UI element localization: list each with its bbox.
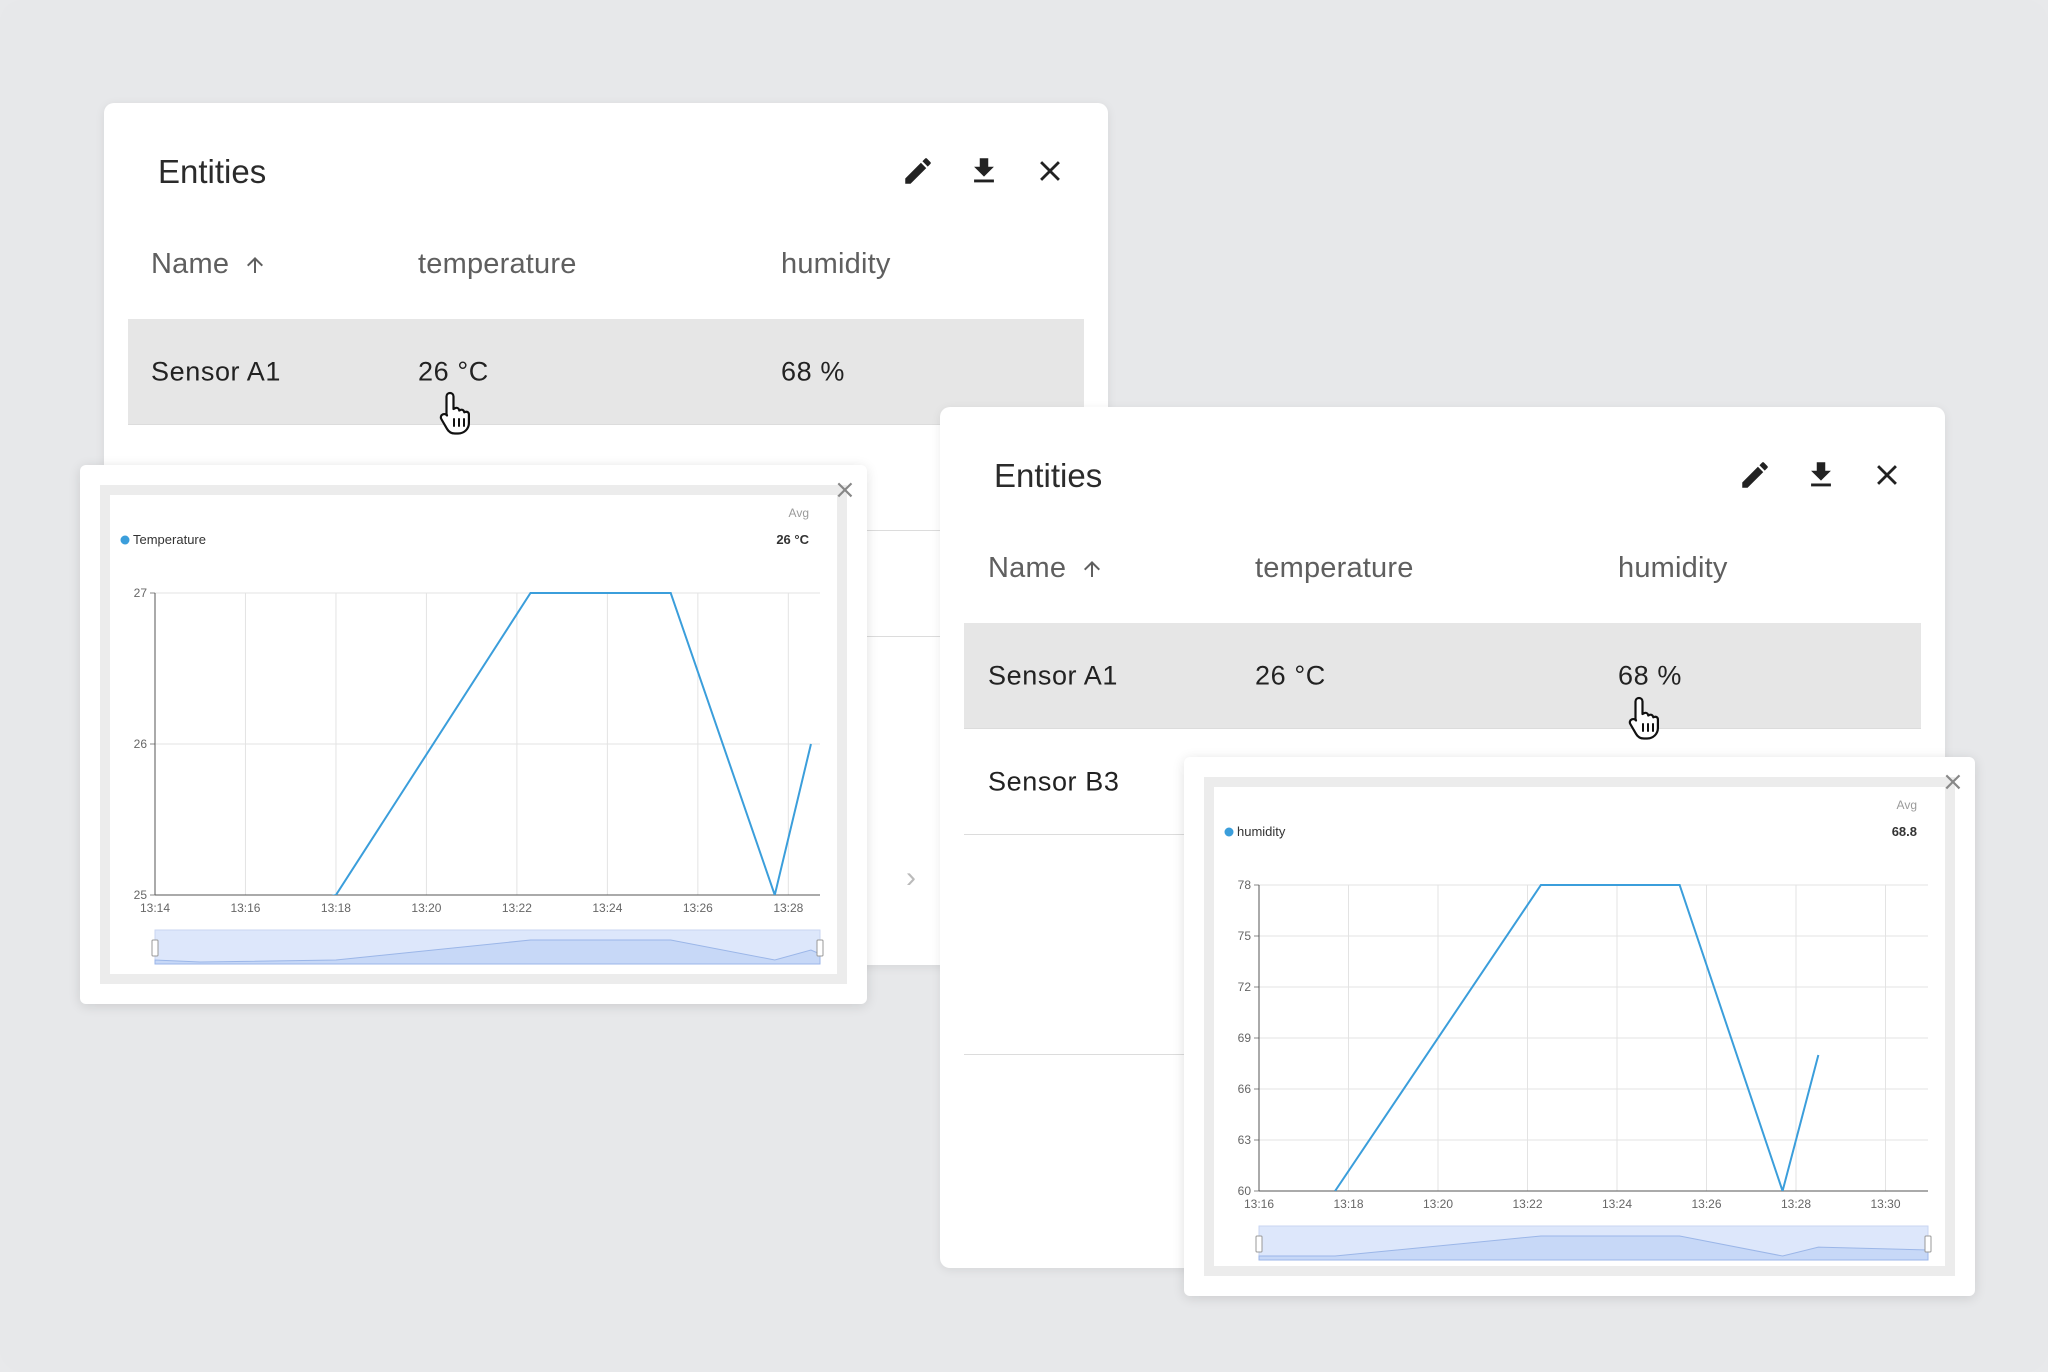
- column-header-humidity[interactable]: humidity: [781, 248, 891, 280]
- legend-label: Temperature: [133, 532, 206, 547]
- popup-close-icon[interactable]: ×: [1942, 767, 1964, 797]
- x-tick-label: 13:18: [1333, 1197, 1363, 1211]
- legend-label: humidity: [1237, 824, 1286, 839]
- x-tick-label: 13:22: [1512, 1197, 1542, 1211]
- close-icon[interactable]: [1032, 153, 1068, 189]
- column-header-name[interactable]: Name: [151, 248, 267, 281]
- cell-humidity[interactable]: 68 %: [1618, 660, 1682, 690]
- navigator-handle-left: [151, 939, 159, 957]
- legend-dot: [120, 535, 130, 545]
- legend-value: 68.8: [1892, 824, 1917, 839]
- navigator-handle-right: [1924, 1235, 1932, 1253]
- x-tick-label: 13:26: [683, 901, 713, 915]
- edit-icon[interactable]: [1737, 457, 1773, 493]
- series-line-humidity: [1334, 884, 1820, 1191]
- humidity-chart-popup: humidity Avg 68.8 60 63 66 69 72 75 78 13:16 13:18 1…: [1184, 757, 1975, 1296]
- navigator-handle-right: [816, 939, 824, 957]
- x-tick-label: 13:28: [773, 901, 803, 915]
- card-title: Entities: [994, 457, 1103, 494]
- x-tick-label: 13:26: [1691, 1197, 1721, 1211]
- column-name-label: Name: [988, 552, 1067, 584]
- close-icon[interactable]: [1869, 457, 1905, 493]
- cell-temperature[interactable]: 26 °C: [1255, 660, 1326, 690]
- column-header-name[interactable]: Name: [988, 552, 1104, 585]
- popup-arrow: [1567, 743, 1593, 757]
- y-tick-label: 63: [1238, 1133, 1252, 1147]
- navigator-series: [1258, 1235, 1929, 1261]
- cell-name: Sensor A1: [988, 660, 1118, 690]
- chart-frame: Temperature Avg 26 °C 25 26 27 13:14 13:16 13:18…: [100, 485, 847, 984]
- x-tick-label: 13:30: [1870, 1197, 1900, 1211]
- x-tick-label: 13:24: [1602, 1197, 1632, 1211]
- x-tick-label: 13:18: [321, 901, 351, 915]
- card-title: Entities: [158, 153, 267, 190]
- cell-temperature[interactable]: 26 °C: [418, 356, 489, 386]
- table-row[interactable]: Sensor A1 26 °C 68 %: [128, 319, 1084, 425]
- y-tick-label: 78: [1238, 878, 1252, 892]
- y-tick-label: 26: [134, 737, 148, 751]
- navigator-handle-left: [1255, 1235, 1263, 1253]
- temperature-chart-popup: Temperature Avg 26 °C 25 26 27 13:14 13:16 13:18…: [80, 465, 867, 1004]
- avg-label: Avg: [1897, 798, 1917, 812]
- column-header-humidity[interactable]: humidity: [1618, 552, 1728, 584]
- x-tick-label: 13:14: [140, 901, 170, 915]
- legend-dot: [1224, 827, 1234, 837]
- y-tick-label: 60: [1238, 1184, 1252, 1198]
- humidity-chart: humidity Avg 68.8 60 63 66 69 72 75 78 13:16 13:18 1…: [1224, 798, 1932, 1261]
- x-tick-label: 13:28: [1781, 1197, 1811, 1211]
- column-header-temperature[interactable]: temperature: [1255, 552, 1414, 584]
- cell-name: Sensor B3: [988, 766, 1120, 796]
- edit-icon[interactable]: [900, 153, 936, 189]
- x-tick-label: 13:24: [592, 901, 622, 915]
- x-tick-label: 13:16: [1244, 1197, 1274, 1211]
- cell-name: Sensor A1: [151, 356, 281, 386]
- popup-arrow: [452, 451, 478, 465]
- download-icon[interactable]: [1803, 457, 1839, 493]
- temperature-chart: Temperature Avg 26 °C 25 26 27 13:14 13:16 13:18…: [120, 506, 824, 965]
- navigator-series: [154, 939, 821, 965]
- table-row[interactable]: Sensor A1 26 °C 68 %: [964, 623, 1921, 729]
- card-actions: [900, 153, 1068, 189]
- cell-humidity[interactable]: 68 %: [781, 356, 845, 386]
- sort-ascending-icon: [247, 256, 264, 273]
- chart-panel: Temperature Avg 26 °C 25 26 27 13:14 13:16 13:18…: [110, 495, 837, 974]
- avg-label: Avg: [789, 506, 809, 520]
- x-tick-label: 13:20: [411, 901, 441, 915]
- y-tick-label: 69: [1238, 1031, 1252, 1045]
- column-header-temperature[interactable]: temperature: [418, 248, 577, 280]
- download-icon[interactable]: [966, 153, 1002, 189]
- y-tick-label: 66: [1238, 1082, 1252, 1096]
- chart-frame: humidity Avg 68.8 60 63 66 69 72 75 78 13:16 13:18 1…: [1204, 777, 1955, 1276]
- chart-panel: humidity Avg 68.8 60 63 66 69 72 75 78 13:16 13:18 1…: [1214, 787, 1945, 1266]
- x-tick-label: 13:20: [1423, 1197, 1453, 1211]
- y-tick-label: 72: [1238, 980, 1252, 994]
- chevron-right-icon[interactable]: ›: [906, 861, 916, 894]
- legend-value: 26 °C: [776, 532, 809, 547]
- x-tick-label: 13:16: [230, 901, 260, 915]
- sort-ascending-icon: [1084, 560, 1101, 577]
- x-tick-label: 13:22: [502, 901, 532, 915]
- series-line-temperature: [331, 592, 812, 895]
- card-actions: [1737, 457, 1905, 493]
- y-tick-label: 25: [134, 888, 148, 902]
- hand-cursor-icon: [1628, 696, 1659, 740]
- column-name-label: Name: [151, 248, 230, 280]
- popup-close-icon[interactable]: ×: [834, 475, 856, 505]
- y-tick-label: 27: [134, 586, 148, 600]
- hand-cursor-icon: [439, 391, 470, 435]
- y-tick-label: 75: [1238, 929, 1252, 943]
